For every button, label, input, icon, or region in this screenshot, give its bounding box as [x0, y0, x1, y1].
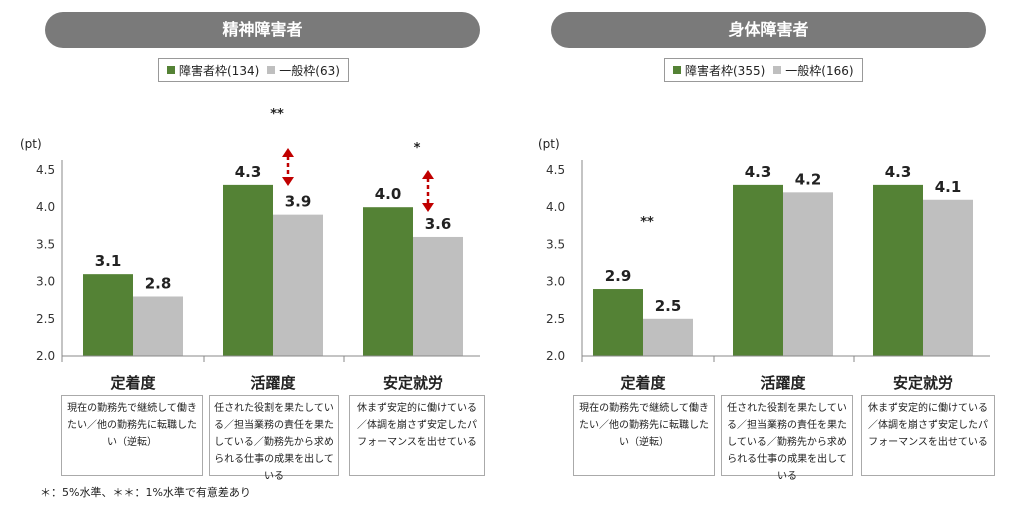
legend-swatch-green — [673, 66, 681, 74]
bar — [873, 184, 923, 356]
legend: 障害者枠(134) 一般枠(63) — [158, 58, 349, 82]
data-label: 4.2 — [795, 170, 822, 188]
data-label: 4.3 — [885, 163, 912, 181]
y-axis-unit: (pt) — [538, 137, 560, 151]
y-tick-label: 2.0 — [36, 349, 55, 363]
category-label: 定着度 — [620, 374, 666, 392]
bar — [223, 184, 273, 356]
category-label: 安定就労 — [383, 374, 443, 392]
legend-label: 一般枠(63) — [279, 63, 340, 78]
data-label: 2.8 — [145, 274, 172, 292]
bar — [413, 236, 463, 356]
data-label: 4.3 — [235, 163, 262, 181]
y-axis-unit: (pt) — [20, 137, 42, 151]
arrow-head-down — [282, 177, 294, 186]
legend-item-general-quota: 一般枠(63) — [267, 62, 340, 79]
arrow-head-up — [422, 170, 434, 179]
chart-title: 精神障害者 — [45, 12, 480, 48]
chart-panel-mental: 精神障害者 障害者枠(134) 一般枠(63) (pt) 2.0 2.5 3.0 3.… — [0, 0, 485, 510]
bar-chart-physical: 2.0 2.5 3.0 3.5 4.0 4.5 2.9 2.5 定着度 4.3 4.2 活躍度 4.3 4… — [546, 160, 990, 392]
y-tick-label: 3.5 — [546, 237, 565, 251]
significance-marker: * — [414, 141, 421, 156]
legend: 障害者枠(355) 一般枠(166) — [664, 58, 863, 82]
category-description: 任された役割を果たしている／担当業務の責任を果たしている／勤務先から求められる仕… — [721, 395, 853, 482]
y-tick-label: 2.5 — [36, 312, 55, 326]
data-label: 4.3 — [745, 163, 772, 181]
legend-item-disability-quota: 障害者枠(355) — [673, 62, 765, 79]
legend-label: 障害者枠(355) — [685, 63, 766, 78]
category-description: 任された役割を果たしている／担当業務の責任を果たしている／勤務先から求められる仕… — [209, 395, 339, 482]
y-tick-label: 3.0 — [546, 275, 565, 289]
bar — [783, 192, 833, 356]
legend-item-disability-quota: 障害者枠(134) — [167, 62, 259, 79]
category-label: 活躍度 — [760, 374, 806, 392]
bar — [593, 289, 643, 356]
chart-title: 身体障害者 — [551, 12, 986, 48]
y-tick-label: 4.0 — [546, 200, 565, 214]
significance-marker: ** — [270, 107, 284, 122]
footnote: ＊：5%水準、＊＊：1%水準で有意差あり — [40, 486, 251, 499]
bar — [273, 214, 323, 356]
category-label: 活躍度 — [250, 374, 296, 392]
y-tick-label: 4.5 — [36, 163, 55, 177]
legend-item-general-quota: 一般枠(166) — [773, 62, 854, 79]
legend-swatch-gray — [267, 66, 276, 74]
category-description: 現在の勤務先で継続して働きたい／他の勤務先に転職したい（逆転） — [573, 395, 715, 476]
bar-chart-mental: 2.0 2.5 3.0 3.5 4.0 4.5 3.1 2.8 定着度 4.3 3.9 活躍度 4.0 3… — [36, 107, 480, 392]
bar — [733, 184, 783, 356]
y-tick-label: 4.5 — [546, 163, 565, 177]
arrow-head-down — [422, 203, 434, 212]
data-label: 4.1 — [935, 178, 962, 196]
y-tick-label: 4.0 — [36, 200, 55, 214]
significance-marker: ** — [640, 215, 654, 230]
data-label: 2.9 — [605, 267, 632, 285]
category-description: 休まず安定的に働けている／体調を崩さず安定したパフォーマンスを出せている — [349, 395, 485, 476]
bar — [643, 318, 693, 356]
y-tick-label: 2.0 — [546, 349, 565, 363]
bar — [363, 207, 413, 356]
chart-panel-physical: 身体障害者 障害者枠(355) 一般枠(166) (pt) 2.0 2.5 3.0 3… — [510, 0, 995, 510]
legend-swatch-green — [167, 66, 175, 74]
data-label: 3.1 — [95, 252, 122, 270]
bar — [83, 274, 133, 356]
data-label: 2.5 — [655, 297, 682, 315]
y-tick-label: 3.0 — [36, 275, 55, 289]
data-label: 4.0 — [375, 185, 402, 203]
data-label: 3.9 — [285, 193, 312, 211]
category-description: 現在の勤務先で継続して働きたい／他の勤務先に転職したい（逆転） — [61, 395, 203, 476]
data-label: 3.6 — [425, 215, 452, 233]
y-tick-label: 3.5 — [36, 237, 55, 251]
arrow-head-up — [282, 148, 294, 157]
legend-label: 一般枠(166) — [785, 63, 854, 78]
category-label: 定着度 — [110, 374, 156, 392]
legend-swatch-gray — [773, 66, 782, 74]
bar — [133, 296, 183, 356]
y-tick-label: 2.5 — [546, 312, 565, 326]
category-description: 休まず安定的に働けている／体調を崩さず安定したパフォーマンスを出せている — [861, 395, 995, 476]
bar — [923, 199, 973, 356]
category-label: 安定就労 — [893, 374, 953, 392]
legend-label: 障害者枠(134) — [179, 63, 260, 78]
